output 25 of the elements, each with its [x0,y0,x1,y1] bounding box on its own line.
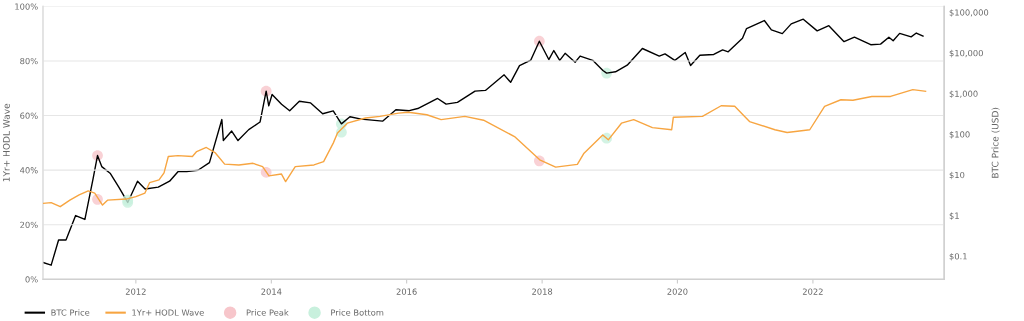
y2-tick-label: $100,000 [949,9,989,17]
y-tick-label: 60% [20,112,38,119]
y2-tick-label: $10 [949,171,965,180]
x-tick-label: 2018 [532,288,553,295]
y-tick-label: 80% [20,57,38,65]
y2-tick-label: $1,000 [949,90,978,99]
x-tick-label: 2014 [261,288,282,295]
y2-tick-label: $0.1 [949,253,967,261]
x-tick-label: 2022 [802,288,823,295]
y2-tick-label: $1 [949,212,959,220]
y2-tick-label: $100 [949,131,970,139]
legend-label: BTC Price [51,309,90,316]
y-tick-label: 0% [25,276,38,283]
y-tick-label: 20% [20,221,38,228]
legend-label: 1Yr+ HODL Wave [132,309,204,316]
x-tick-label: 2012 [125,288,146,295]
x-tick-label: 2020 [667,288,688,295]
y2-axis-title: BTC Price (USD) [991,107,1000,178]
legend-label: Price Bottom [331,309,384,316]
legend-label: Price Peak [246,309,289,316]
y-axis-title: 1Yr+ HODL Wave [2,103,10,182]
x-tick-label: 2016 [396,288,417,295]
y2-tick-label: $10,000 [949,49,983,58]
y-tick-label: 40% [20,167,38,174]
y-tick-label: 100% [15,3,38,10]
